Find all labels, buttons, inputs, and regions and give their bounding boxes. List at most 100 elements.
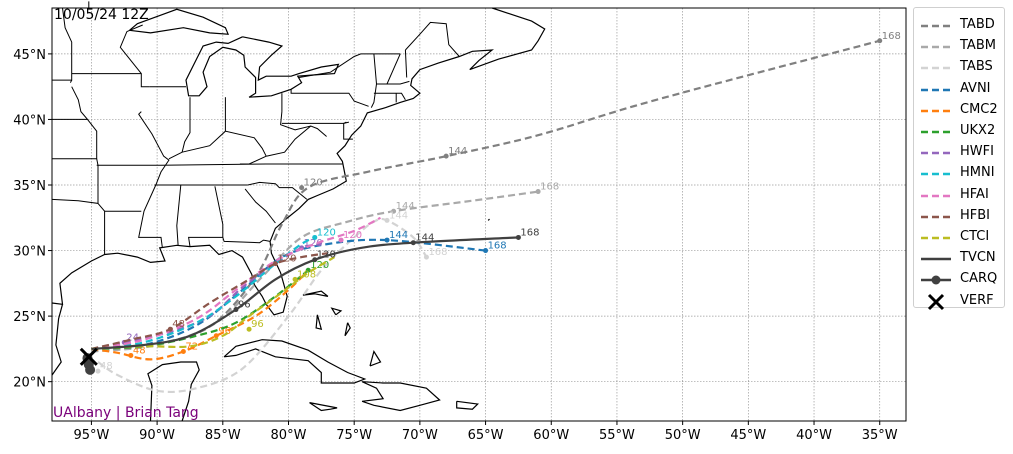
track-hour-label: 120 [310, 260, 329, 271]
track-hour-label: 144 [415, 233, 434, 244]
legend-label: TABM [960, 38, 996, 54]
track-hour-label: 144 [389, 230, 408, 241]
coastline [147, 361, 200, 422]
state-border [290, 89, 369, 107]
state-border [343, 121, 353, 140]
legend-label: CTCI [960, 229, 990, 244]
state-border [266, 125, 312, 157]
track-point [338, 237, 344, 243]
lon-tick-label: 60°W [533, 428, 569, 443]
state-border [176, 184, 182, 246]
lon-tick-label: 80°W [271, 428, 307, 443]
coastlines-and-borders [51, 1, 546, 422]
track-tabs: 48 144 168 [95, 210, 448, 394]
track-hour-label: 24 [126, 332, 139, 343]
legend-label: HWFI [960, 144, 994, 160]
coastline [361, 381, 441, 412]
legend-swatch [921, 151, 951, 155]
lon-tick-label: 65°W [468, 428, 504, 443]
state-border [52, 86, 89, 120]
track-point [213, 333, 219, 339]
track-hour-label: 120 [277, 254, 296, 265]
coastline [309, 402, 338, 412]
track-hour-label: 120 [317, 227, 336, 238]
track-hfai: 120 [91, 216, 381, 350]
track-line [91, 236, 316, 350]
legend-swatch [921, 236, 951, 240]
lon-tick-label: 35°W [862, 428, 898, 443]
coastline [223, 339, 367, 384]
track-point [443, 153, 449, 159]
track-hour-label: 120 [304, 178, 323, 189]
legend-swatch [921, 67, 951, 70]
track-hour-label: 168 [520, 227, 539, 238]
legend-item-cmc2: CMC2 [914, 99, 1006, 121]
lat-tick-label: 45°N [13, 48, 46, 63]
credit-label: UAlbany | Brian Tang [53, 405, 199, 421]
track-tvcn: 96 120 144 168 [91, 227, 540, 350]
state-border [160, 163, 343, 166]
legend-item-carq: CARQ [914, 268, 1006, 290]
legend-swatch [921, 88, 951, 91]
state-border [52, 119, 98, 160]
lon-tick-label: 50°W [665, 428, 701, 443]
coastline [51, 304, 64, 376]
legend-item-hfbi: HFBI [914, 205, 1006, 227]
state-border [52, 7, 73, 81]
track-point [391, 208, 397, 214]
legend-label: CMC2 [960, 101, 998, 117]
track-point [128, 352, 134, 358]
legend-item-tvcn: TVCN [914, 247, 1006, 269]
track-hour-label: 96 [218, 326, 231, 337]
legend-label: HFAI [960, 186, 989, 202]
coastline [330, 307, 343, 316]
lat-tick-label: 35°N [13, 179, 46, 194]
legend-item-hfai: HFAI [914, 184, 1006, 206]
track-point [410, 240, 416, 246]
track-hour-label: 48 [172, 319, 185, 330]
legend-label: AVNI [960, 80, 991, 96]
track-ctci: 96 108 [91, 256, 336, 350]
state-border [376, 80, 410, 85]
legend-item-avni: AVNI [914, 78, 1006, 100]
track-hour-label: 120 [343, 230, 362, 241]
state-border [386, 53, 401, 85]
track-point [877, 38, 883, 44]
track-line [91, 269, 309, 361]
track-point [180, 349, 186, 355]
legend-item-verf: VERF [914, 290, 1006, 312]
legend-item-tabs: TABS [914, 56, 1006, 78]
track-line [91, 216, 381, 350]
coastline [315, 314, 323, 331]
lat-tick-label: 20°N [13, 376, 46, 391]
track-point [312, 234, 318, 240]
legend-swatch [921, 130, 951, 134]
map-background [52, 8, 906, 421]
track-hour-label: 168 [540, 182, 559, 193]
axis-ticks: 95°W 90°W 85°W 80°W 75°W 70°W 65°W 60°W 55°W 50°W… [13, 48, 898, 443]
track-point [299, 185, 305, 191]
track-hour-label: 144 [396, 201, 415, 212]
legend-label: CARQ [960, 271, 998, 287]
coastline [344, 322, 351, 337]
track-hour-label: 96 [238, 300, 251, 311]
map-frame [51, 7, 907, 422]
track-hour-label: 120 [304, 238, 323, 249]
coastline [51, 7, 546, 316]
state-border [181, 97, 191, 153]
legend-label: VERF [960, 292, 994, 308]
legend-swatch [921, 24, 951, 28]
legend-label: HMNI [960, 165, 995, 181]
track-point [312, 257, 318, 263]
state-border [138, 111, 170, 248]
legend: TABD TABM TABS AVNI CMC2 UKX2 HWFI HMNI HFAI HFBI… [913, 7, 1006, 310]
track-hour-label: 168 [428, 247, 447, 258]
track-point [233, 307, 239, 313]
lon-tick-label: 75°W [336, 428, 372, 443]
coastline [185, 36, 340, 98]
legend-label: HFBI [960, 207, 991, 223]
state-border [298, 53, 401, 78]
track-hfbi: 48 120 [91, 252, 329, 350]
state-border [69, 79, 73, 83]
